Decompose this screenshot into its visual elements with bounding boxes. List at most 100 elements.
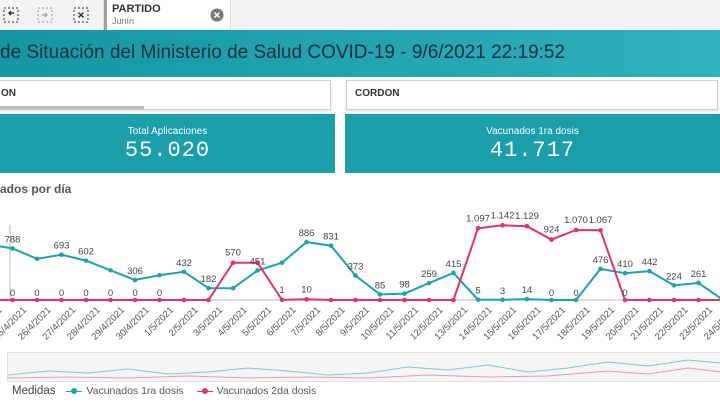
data-point-2da: [59, 297, 64, 303]
minichart-line-teal: [7, 359, 720, 376]
data-point-1ra: [230, 285, 236, 291]
selection-chip[interactable]: PARTIDO Junín: [103, 0, 231, 30]
data-point-2da: [622, 297, 628, 303]
data-point-2da: [108, 297, 113, 303]
minichart-line-pink: [7, 367, 720, 379]
data-point-1ra: [524, 296, 530, 302]
forward-selection-icon[interactable]: [36, 6, 54, 24]
data-label-2da: 1.129: [515, 211, 539, 222]
data-point-2da: [549, 237, 554, 242]
legend-label: Vacunados 2da dosis: [216, 385, 317, 397]
data-point-2da: [206, 297, 211, 303]
data-label-2da: 1.097: [466, 213, 490, 224]
data-point-2da: [402, 297, 407, 303]
data-point-1ra: [598, 266, 603, 272]
data-point-2da: [181, 297, 187, 303]
data-label-2da: 924: [544, 225, 560, 236]
legend-item-1ra[interactable]: Vacunados 1ra dosis: [66, 385, 184, 397]
data-point-2da: [304, 297, 309, 302]
close-icon[interactable]: [210, 8, 224, 22]
data-point-1ra: [549, 297, 554, 303]
data-point-1ra: [573, 297, 579, 303]
data-point-1ra: [475, 297, 481, 302]
data-label-1ra: 886: [299, 228, 315, 239]
kpi-label: Total Aplicaciones: [127, 126, 208, 137]
data-point-1ra: [377, 292, 383, 297]
chart-scrollbar[interactable]: [7, 352, 720, 382]
legend-item-2da[interactable]: Vacunados 2da dosis: [196, 385, 317, 397]
data-point-1ra: [622, 270, 628, 276]
data-point-2da: [10, 297, 15, 303]
data-label-2da: 0: [34, 288, 39, 299]
toolbar: PARTIDO Junín: [0, 0, 720, 31]
filter-box-cordon[interactable]: CORDON: [346, 80, 718, 110]
data-label-1ra: 182: [201, 274, 217, 285]
data-point-2da: [573, 227, 579, 233]
data-point-1ra: [647, 268, 652, 274]
data-point-2da: [671, 297, 677, 303]
data-label-2da: 0: [59, 288, 64, 299]
data-point-1ra: [500, 297, 505, 303]
data-label-2da: 1.067: [589, 215, 613, 226]
data-label-1ra: 5: [475, 286, 480, 297]
data-label-1ra: 788: [5, 234, 21, 245]
data-label-2da: 0: [622, 288, 627, 299]
data-point-2da: [451, 297, 456, 303]
data-label-2da: 0: [83, 288, 88, 299]
data-point-1ra: [402, 291, 407, 296]
data-point-2da: [83, 297, 89, 303]
line-chart[interactable]: 788 693 602 306 432 182 451 886 831 373 85 98 259 415…: [0, 205, 720, 350]
data-point-1ra: [451, 270, 456, 276]
data-label-1ra: 306: [127, 266, 143, 277]
data-point-2da: [500, 223, 505, 228]
legend-marker-teal: [66, 387, 83, 395]
chart-title: ados por día: [0, 182, 72, 196]
data-point-2da: [598, 227, 603, 233]
data-label-1ra: 85: [375, 280, 386, 291]
chip-field-value: Junín: [112, 16, 135, 26]
data-label-1ra: 98: [399, 280, 410, 291]
chip-field-name: PARTIDO: [112, 3, 161, 15]
data-label-1ra: 831: [323, 232, 339, 243]
filter-box-scrollbar[interactable]: [0, 106, 144, 109]
data-point-2da: [255, 260, 260, 266]
back-selection-icon[interactable]: [2, 6, 20, 24]
data-point-2da: [34, 297, 40, 303]
data-label-2da: 10: [301, 284, 312, 295]
data-point-2da: [279, 297, 285, 303]
data-point-1ra: [34, 256, 40, 262]
data-point-1ra: [328, 243, 334, 248]
data-point-1ra: [59, 252, 64, 257]
data-point-2da: [524, 223, 530, 229]
data-label-1ra: 442: [642, 257, 658, 268]
data-label-1ra: 410: [617, 259, 633, 270]
kpi-total-aplicaciones[interactable]: Total Aplicaciones 55.020: [0, 114, 335, 173]
data-label-2da: 0: [10, 288, 15, 299]
data-label-1ra: 0: [549, 288, 554, 299]
kpi-label: Vacunados 1ra dosis: [486, 126, 579, 137]
data-label-1ra: 415: [446, 259, 462, 270]
data-label-1ra: 602: [78, 247, 94, 258]
data-point-1ra: [696, 280, 701, 286]
data-point-1ra: [83, 258, 89, 263]
data-point-1ra: [157, 272, 162, 278]
kpi-value: 41.717: [489, 138, 576, 163]
data-label-1ra: 224: [666, 271, 682, 282]
data-point-1ra: [426, 280, 432, 286]
clear-selections-icon[interactable]: [72, 6, 90, 24]
filter-box-left[interactable]: ON: [0, 80, 331, 110]
data-label-1ra: 259: [421, 269, 437, 280]
data-label-1ra: 3: [500, 286, 505, 297]
kpi-vacunados-1ra-dosis[interactable]: Vacunados 1ra dosis 41.717: [345, 114, 720, 173]
chart-legend: Medidas Vacunados 1ra dosis Vacunados 2d…: [12, 385, 326, 397]
data-label-1ra: 693: [54, 241, 70, 252]
data-label-2da: 1.070: [564, 215, 588, 226]
kpi-value: 55.020: [124, 138, 211, 163]
data-point-2da: [475, 225, 481, 231]
page-title: de Situación del Ministerio de Salud COV…: [0, 42, 566, 63]
data-point-2da: [696, 297, 701, 303]
legend-marker-pink: [196, 387, 213, 395]
data-label-1ra: 261: [691, 269, 707, 280]
scrollbar-minichart: [7, 359, 720, 379]
data-label-1ra: 432: [176, 258, 192, 269]
